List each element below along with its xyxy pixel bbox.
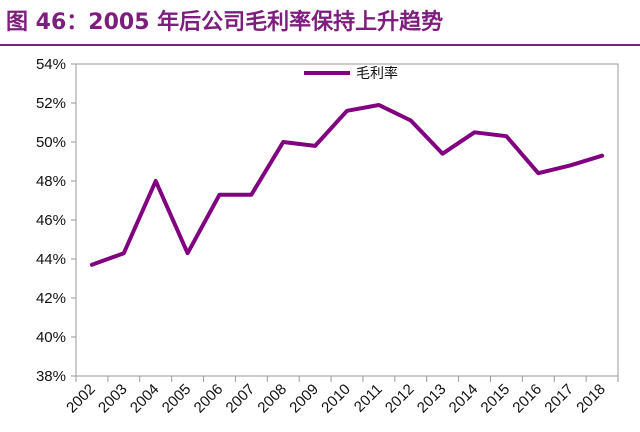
data-point bbox=[281, 140, 285, 144]
x-tick-label: 2009 bbox=[286, 381, 322, 417]
line-chart: 38% 40% 42% 44% 46% 48% 50% 52% 54% 200220032004… bbox=[36, 56, 619, 417]
y-tick-label: 46% bbox=[36, 212, 66, 229]
data-point bbox=[186, 251, 190, 255]
y-tick-label: 44% bbox=[36, 251, 66, 268]
data-point bbox=[568, 163, 572, 167]
data-point bbox=[504, 134, 508, 138]
data-point bbox=[409, 119, 413, 123]
y-tick-label: 38% bbox=[36, 368, 66, 385]
y-tick-label: 40% bbox=[36, 329, 66, 346]
data-point bbox=[122, 251, 126, 255]
x-tick-label: 2006 bbox=[191, 381, 227, 417]
data-point bbox=[313, 144, 317, 148]
data-point bbox=[249, 193, 253, 197]
x-tick-label: 2007 bbox=[223, 381, 259, 417]
figure-title: 图 46：2005 年后公司毛利率保持上升趋势 bbox=[6, 10, 444, 35]
series-line bbox=[89, 103, 605, 267]
x-tick-label: 2013 bbox=[414, 381, 450, 417]
x-tick-label: 2003 bbox=[95, 381, 131, 417]
y-tick-label: 48% bbox=[36, 173, 66, 190]
data-point bbox=[536, 171, 540, 175]
data-point bbox=[345, 109, 349, 113]
y-tick-label: 42% bbox=[36, 290, 66, 307]
y-tick-label: 50% bbox=[36, 134, 66, 151]
x-tick-label: 2017 bbox=[541, 381, 577, 417]
x-tick-label: 2012 bbox=[382, 381, 418, 417]
legend-label: 毛利率 bbox=[356, 65, 398, 82]
data-point bbox=[377, 103, 381, 107]
legend: 毛利率 bbox=[304, 65, 398, 82]
data-point bbox=[473, 130, 477, 134]
x-axis-ticks: 2002200320042005200620072008200920102011… bbox=[63, 381, 609, 417]
x-tick-label: 2011 bbox=[351, 381, 386, 416]
x-tick-label: 2010 bbox=[318, 381, 354, 417]
series-layer bbox=[89, 103, 605, 267]
x-tick-label: 2016 bbox=[510, 381, 546, 417]
data-point bbox=[441, 152, 445, 156]
x-tick-label: 2002 bbox=[63, 381, 99, 417]
data-point bbox=[154, 179, 158, 183]
x-tick-label: 2004 bbox=[127, 381, 163, 417]
x-tick-label: 2005 bbox=[159, 381, 195, 417]
x-tick-label: 2008 bbox=[254, 381, 290, 417]
y-axis-ticks: 38% 40% 42% 44% 46% 48% 50% 52% 54% bbox=[36, 56, 76, 385]
x-tick-label: 2018 bbox=[573, 381, 609, 417]
data-point bbox=[600, 154, 604, 158]
title-divider bbox=[0, 44, 640, 46]
data-point bbox=[217, 193, 221, 197]
x-tick-label: 2015 bbox=[478, 381, 514, 417]
y-tick-label: 52% bbox=[36, 95, 66, 112]
y-tick-label: 54% bbox=[36, 56, 66, 73]
data-point bbox=[90, 263, 94, 267]
x-tick-label: 2014 bbox=[446, 381, 482, 417]
